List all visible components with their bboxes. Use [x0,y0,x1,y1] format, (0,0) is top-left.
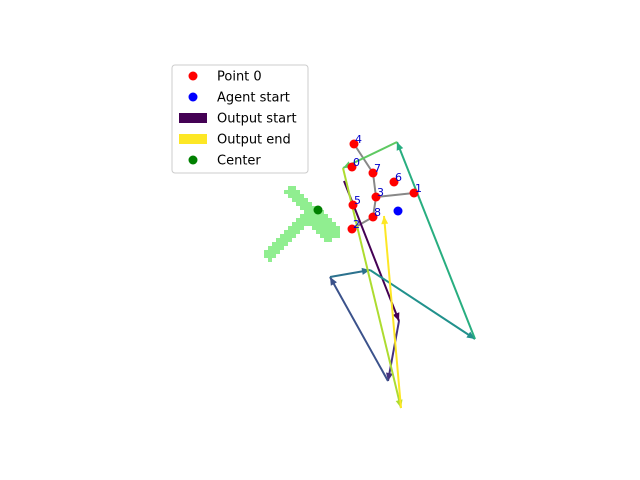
keypoint-marker [347,162,357,172]
arrow-head [381,216,389,225]
legend-marker [188,155,198,165]
keypoint-label: 6 [395,171,402,184]
keypoint-marker [409,188,419,198]
keypoint-label: 7 [374,162,381,175]
legend-label: Center [217,154,261,169]
legend-frame [171,64,309,174]
keypoint-marker [368,212,378,222]
arrow-layer [329,141,476,409]
legend-label: Output end [217,133,291,148]
trajectory-arrow [387,320,400,382]
keypoint-label: 5 [354,194,361,207]
legend: Point 0 Agent start Output start Output end… [171,64,309,174]
legend-marker [188,71,198,81]
keypoint-label: 4 [355,133,362,146]
legend-label: Output start [217,112,297,127]
arrow-head [392,312,400,321]
shape-layer [264,186,340,262]
keypoint-label: 2 [353,218,360,231]
trajectory-arrow [329,276,389,382]
legend-marker [188,92,198,102]
agent-start-marker [393,206,403,216]
trajectory-arrow [369,269,476,340]
object-shape [264,186,340,262]
trajectory-arrow [396,141,476,340]
keypoint-marker [389,177,399,187]
keypoint-marker [349,139,359,149]
legend-label: Agent start [217,91,290,106]
legend-patch [179,134,207,144]
keypoint-marker [347,224,357,234]
keypoint-marker [371,192,381,202]
keypoint-label: 3 [377,186,384,199]
keypoint-label: 8 [374,206,381,219]
keypoint-label: 1 [415,182,422,195]
keypoint-label: 0 [353,156,360,169]
arrow-head [330,277,337,286]
trajectory-arrow [383,215,402,409]
keypoint-marker [348,200,358,210]
skeleton-edge [375,192,415,198]
keypoint-marker [368,168,378,178]
center-marker [313,205,323,215]
arrow-head [396,142,404,151]
legend-patch [179,113,207,123]
legend-label: Point 0 [217,70,262,85]
point-layer: 0 1 2 3 4 5 6 7 8 [313,133,422,234]
arrow-head [466,331,475,339]
